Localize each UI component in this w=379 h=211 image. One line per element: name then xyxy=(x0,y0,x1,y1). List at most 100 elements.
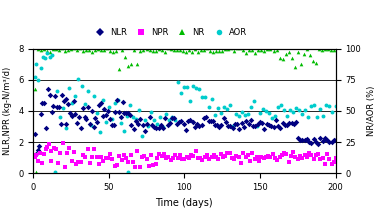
Point xyxy=(207,50,213,53)
Point xyxy=(306,140,312,143)
Point xyxy=(242,113,248,117)
Point xyxy=(220,155,226,158)
Point xyxy=(328,48,334,52)
Point xyxy=(190,155,196,158)
Point xyxy=(284,123,290,127)
Point xyxy=(225,47,231,51)
Point xyxy=(313,141,319,144)
Point xyxy=(233,154,240,158)
Point xyxy=(125,160,132,164)
Point xyxy=(35,160,41,163)
Point xyxy=(293,106,299,110)
Point xyxy=(277,57,283,60)
Point xyxy=(112,101,118,105)
Point xyxy=(39,161,45,164)
Point xyxy=(274,48,280,51)
Point xyxy=(287,121,293,124)
Point xyxy=(85,148,91,151)
Point xyxy=(149,123,155,127)
Point xyxy=(130,161,136,164)
Point xyxy=(306,151,312,154)
Point xyxy=(58,122,64,125)
Point xyxy=(239,122,245,125)
Point xyxy=(268,155,274,158)
Point xyxy=(121,153,127,157)
Point xyxy=(142,118,148,122)
Point xyxy=(224,107,230,110)
Point xyxy=(44,52,50,55)
Point xyxy=(184,85,190,89)
Point xyxy=(329,111,335,114)
Point xyxy=(289,56,295,60)
Point xyxy=(266,123,272,127)
Point xyxy=(319,139,326,142)
Point xyxy=(62,49,68,53)
Point xyxy=(146,164,152,168)
Point xyxy=(227,125,233,128)
Point xyxy=(75,77,81,81)
Point xyxy=(154,122,160,125)
Point xyxy=(151,125,157,128)
Point xyxy=(178,92,184,95)
Point xyxy=(118,116,124,119)
Point xyxy=(60,141,66,145)
Point xyxy=(176,120,182,124)
Legend: NLR, NPR, NR, AOR: NLR, NPR, NR, AOR xyxy=(91,28,247,37)
Point xyxy=(326,157,332,160)
Point xyxy=(231,49,237,53)
Point xyxy=(308,105,314,108)
Point xyxy=(174,156,180,160)
Point xyxy=(123,157,129,160)
Point xyxy=(301,53,307,56)
Point xyxy=(56,48,62,52)
Point xyxy=(101,48,107,52)
Point xyxy=(72,94,78,97)
Point xyxy=(269,117,275,120)
Point xyxy=(250,125,256,128)
Point xyxy=(272,114,278,118)
Point xyxy=(274,158,280,162)
Point xyxy=(205,119,211,123)
Point xyxy=(42,56,48,60)
Point xyxy=(158,154,164,158)
Point xyxy=(171,49,177,52)
Point xyxy=(317,157,323,160)
Point xyxy=(299,157,305,160)
Point xyxy=(78,127,84,130)
Point xyxy=(43,126,49,130)
Point xyxy=(281,109,287,112)
Point xyxy=(316,48,322,51)
Point xyxy=(310,60,316,63)
Point xyxy=(282,123,288,126)
Point xyxy=(52,94,58,98)
Point xyxy=(213,156,219,159)
Point xyxy=(221,105,227,108)
Point xyxy=(137,165,143,168)
Point xyxy=(115,98,121,101)
Point xyxy=(289,122,295,125)
Point xyxy=(178,119,184,122)
Point xyxy=(40,55,46,59)
Point xyxy=(164,47,171,50)
Point xyxy=(326,104,332,108)
Point xyxy=(41,48,47,51)
Point xyxy=(256,160,262,163)
Point xyxy=(98,155,104,158)
Point xyxy=(96,163,102,166)
Point xyxy=(69,101,75,104)
Point xyxy=(33,153,39,156)
Point xyxy=(232,122,238,126)
Point xyxy=(199,123,205,126)
Point xyxy=(75,160,81,164)
Point xyxy=(187,118,193,122)
Point xyxy=(135,150,141,153)
Point xyxy=(290,151,296,154)
Point xyxy=(234,122,240,126)
Point xyxy=(67,111,73,115)
Point xyxy=(172,119,178,122)
Point xyxy=(284,114,290,117)
Point xyxy=(33,62,39,66)
Point xyxy=(81,102,88,106)
Point xyxy=(136,108,142,112)
Point xyxy=(215,106,221,110)
